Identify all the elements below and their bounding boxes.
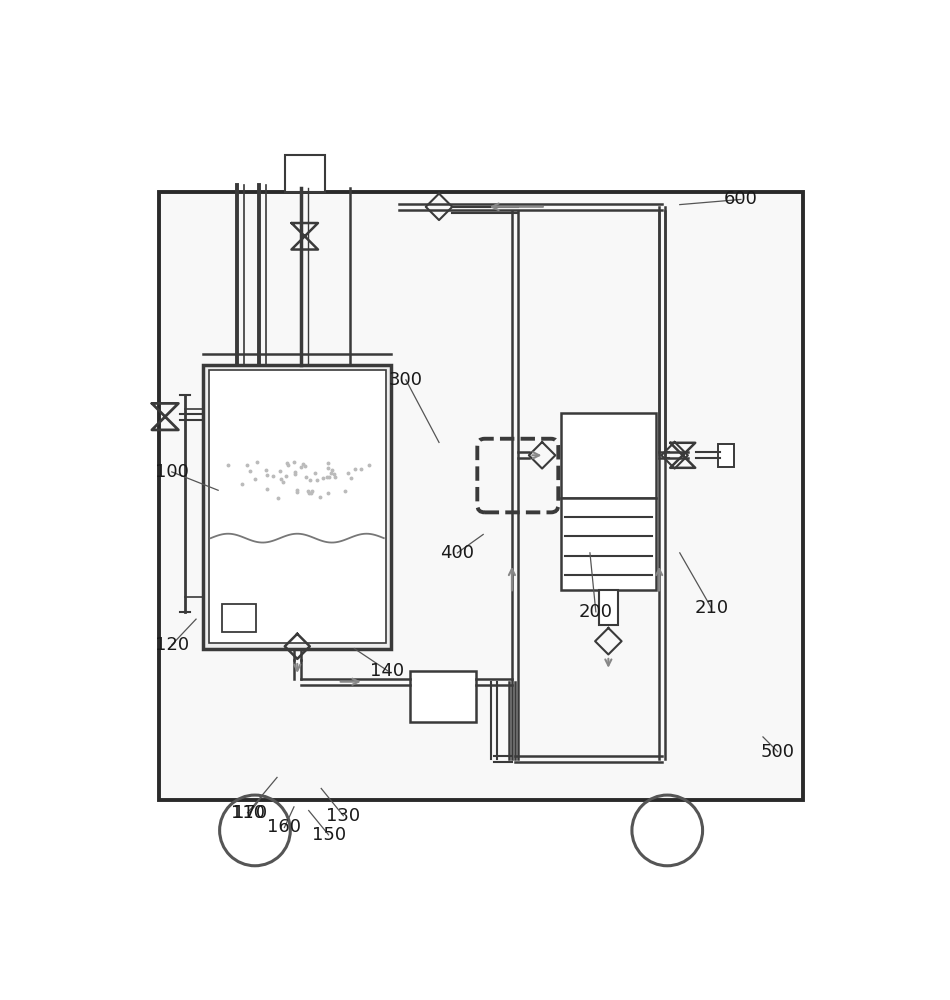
Bar: [160, 192, 804, 800]
Text: 150: 150: [312, 826, 346, 844]
Text: 100: 100: [155, 463, 189, 481]
Bar: [599, 590, 618, 625]
Text: 140: 140: [370, 662, 405, 680]
Bar: [560, 498, 656, 590]
Bar: [203, 365, 391, 649]
Text: 170: 170: [233, 804, 267, 822]
Text: 160: 160: [267, 818, 301, 836]
Text: 110: 110: [231, 804, 265, 822]
Bar: [409, 671, 476, 722]
Text: 200: 200: [579, 603, 613, 621]
Text: 130: 130: [326, 807, 360, 825]
Bar: [285, 155, 325, 192]
Bar: [209, 370, 386, 643]
Bar: [560, 413, 656, 498]
Bar: [718, 444, 734, 467]
Bar: [221, 604, 256, 632]
Text: 300: 300: [389, 371, 423, 389]
Text: 120: 120: [155, 636, 189, 654]
Text: 500: 500: [761, 743, 795, 761]
Text: 400: 400: [441, 544, 474, 562]
Text: 600: 600: [724, 190, 758, 208]
Text: 210: 210: [694, 599, 729, 617]
